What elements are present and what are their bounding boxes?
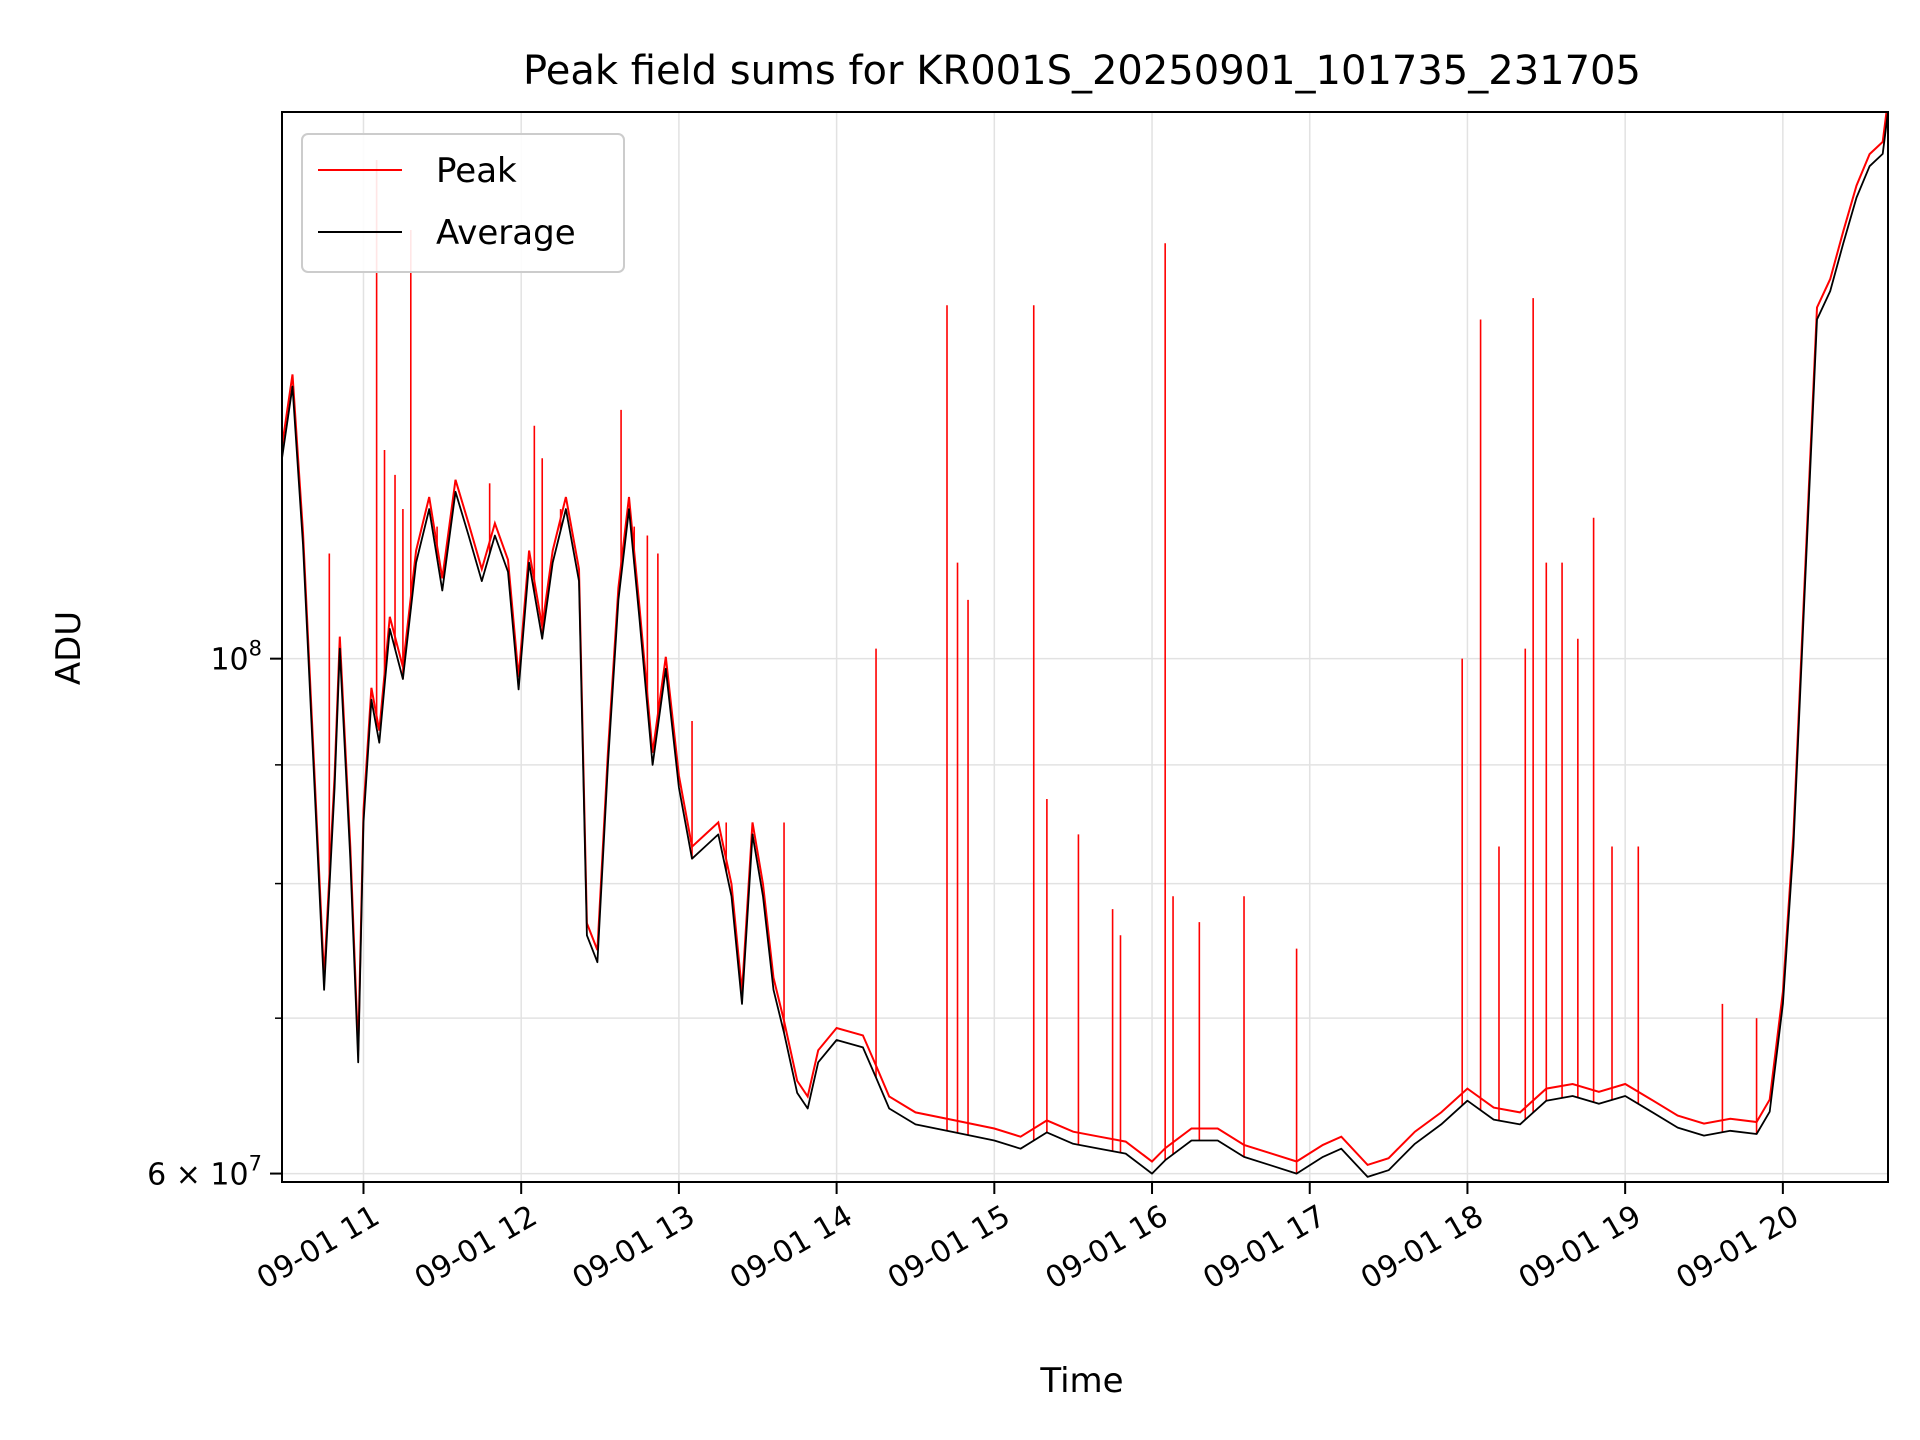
legend-label: Peak [436,151,517,191]
series-layer [282,112,1888,1178]
plot-frame [281,111,1889,1183]
y-tick-label-exponent: 7 [249,1152,262,1176]
series-group [282,112,1888,1178]
y-tick-label-exponent: 8 [249,637,262,661]
series-peak-baseline [282,112,1888,1167]
legend: Peak Average [301,133,625,273]
chart-title: Peak field sums for KR001S_20250901_1017… [523,48,1641,94]
legend-label: Average [436,213,576,253]
y-tick-label-base: 10 [210,643,248,678]
y-tick-label: 6 × 107 [147,1152,262,1193]
x-axis-label: Time [1039,1361,1123,1401]
y-axis-label: ADU [49,611,89,685]
y-tick-label: 108 [210,637,262,678]
y-tick-label-base: 6 × 10 [147,1158,248,1193]
legend-box [301,133,625,273]
series-average-line [282,112,1888,1178]
